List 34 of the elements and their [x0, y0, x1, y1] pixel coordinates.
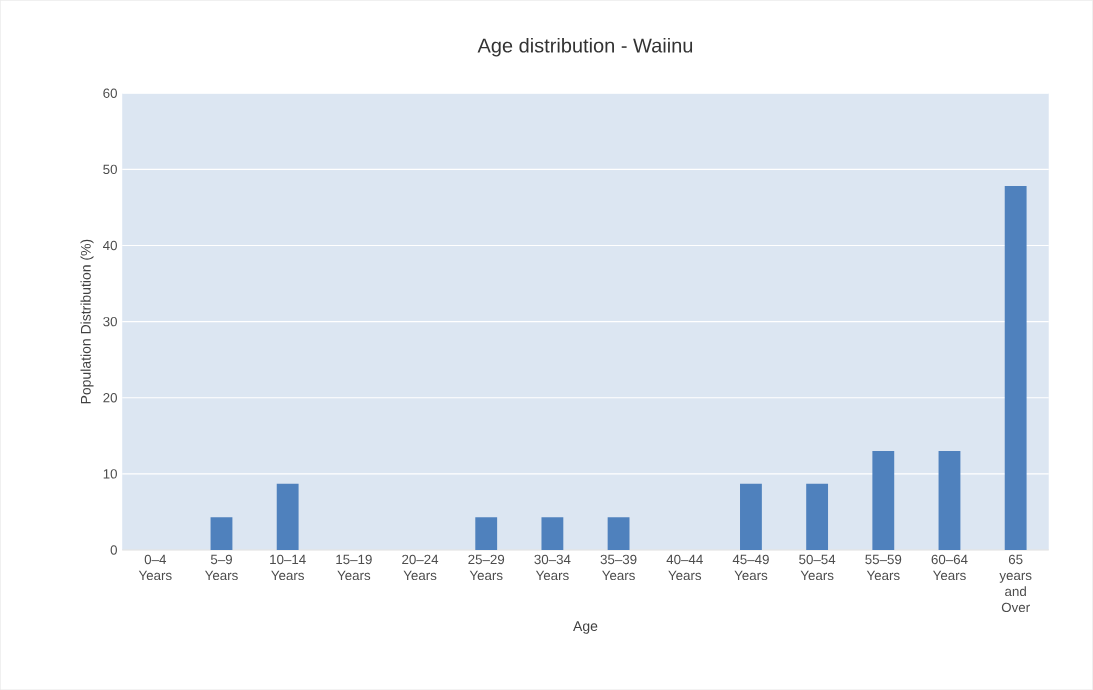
y-tick-label: 10 [103, 469, 117, 479]
x-tick-label: 60–64 Years [931, 554, 968, 581]
y-tick-label: 40 [103, 240, 117, 251]
bar [210, 517, 233, 550]
x-tick-label: 25–29 Years [468, 554, 505, 581]
y-tick-label: 50 [103, 164, 117, 174]
x-axis-title: Age [573, 621, 598, 634]
x-tick-label: 20–24 Years [402, 554, 439, 581]
y-tick-label: 20 [103, 392, 117, 403]
y-tick-label: 60 [103, 88, 117, 98]
x-tick-label: 40–44 Years [666, 554, 703, 581]
bar [740, 483, 762, 550]
bar [276, 483, 299, 550]
bar [475, 517, 498, 550]
x-tick-label: 5–9 Years [204, 554, 238, 581]
bar [872, 450, 895, 550]
y-tick-label: 30 [103, 316, 117, 327]
x-tick-label: 10–14 Years [270, 554, 306, 581]
y-axis-title: Population Distribution (%) [80, 239, 94, 404]
bar [1004, 186, 1027, 550]
x-tick-label: 15–19 Years [336, 554, 372, 581]
x-tick-label: 30–34 Years [534, 554, 571, 581]
bar [938, 450, 961, 550]
chart-title: Age distribution - Waiinu [477, 37, 693, 57]
x-tick-label: 45–49 Years [732, 554, 769, 581]
x-tick-label: 55–59 Years [865, 554, 902, 581]
x-tick-label: 35–39 Years [600, 554, 637, 581]
x-tick-label: 0–4 Years [138, 554, 172, 581]
x-tick-label: 50–54 Years [799, 554, 836, 581]
bar [541, 517, 564, 550]
bar [806, 483, 829, 550]
bar [607, 517, 630, 550]
x-tick-label: 65 years and Over [999, 554, 1032, 613]
y-tick-label: 0 [110, 545, 117, 555]
